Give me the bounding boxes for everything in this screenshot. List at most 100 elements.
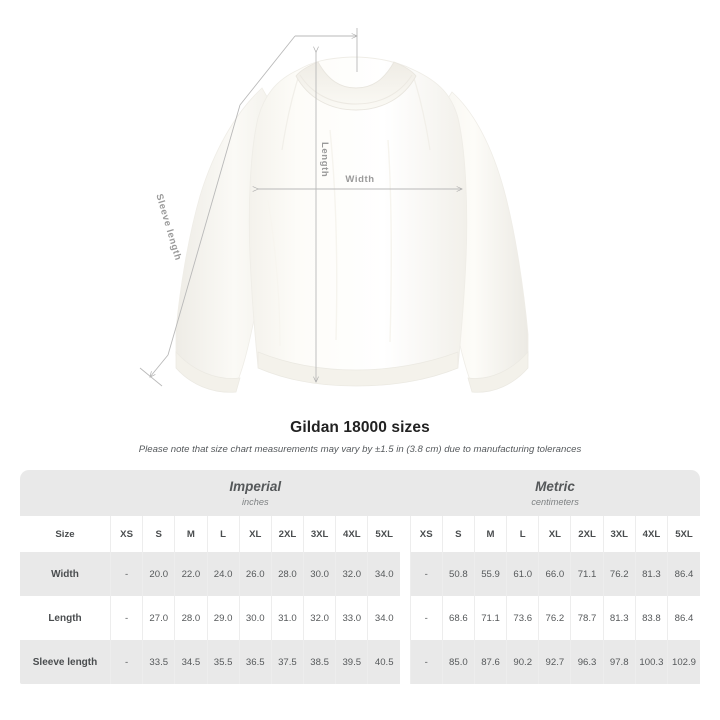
size-header-imperial-s: S xyxy=(142,516,175,552)
cell-sleeve-length-imperial-4xl: 39.5 xyxy=(335,640,368,684)
size-header-imperial-5xl: 5XL xyxy=(367,516,401,552)
unit-banner-spacer xyxy=(20,470,111,516)
cell-sleeve-length-imperial-xl: 36.5 xyxy=(238,640,272,684)
size-header-metric-xs: XS xyxy=(409,516,443,552)
cell-sleeve-length-metric-5xl: 102.9 xyxy=(667,640,700,684)
garment-illustration: Length Width Sleeve length xyxy=(139,28,529,393)
size-header-imperial-4xl: 4XL xyxy=(335,516,368,552)
cell-sleeve-length-metric-s: 85.0 xyxy=(441,640,475,684)
size-header-imperial-3xl: 3XL xyxy=(303,516,336,552)
section-divider xyxy=(400,596,411,640)
cell-length-metric-5xl: 86.4 xyxy=(667,596,700,640)
cell-length-metric-xs: - xyxy=(409,596,443,640)
size-chart-table: Imperial inches Metric centimeters Size XS S M L… xyxy=(20,470,700,684)
cell-width-metric-s: 50.8 xyxy=(441,552,475,596)
section-divider xyxy=(400,640,411,684)
cell-length-imperial-m: 28.0 xyxy=(174,596,208,640)
sleeve-end-tick xyxy=(139,367,163,387)
unit-sub-imperial: inches xyxy=(242,496,269,507)
cell-sleeve-length-imperial-s: 33.5 xyxy=(142,640,175,684)
size-header-imperial-l: L xyxy=(206,516,240,552)
cell-width-metric-2xl: 71.1 xyxy=(570,552,604,596)
unit-sub-metric: centimeters xyxy=(531,496,579,507)
cell-sleeve-length-metric-4xl: 100.3 xyxy=(634,640,668,684)
cell-sleeve-length-imperial-2xl: 37.5 xyxy=(270,640,304,684)
section-divider xyxy=(400,470,411,516)
cell-width-imperial-l: 24.0 xyxy=(206,552,240,596)
cell-sleeve-length-metric-xl: 92.7 xyxy=(538,640,571,684)
sweatshirt-graphic xyxy=(175,56,529,393)
table-row: Length -27.0 28.0 29.0 30.0 31.0 32.0 33.0 34.0-… xyxy=(20,596,700,640)
title-block: Gildan 18000 sizes Please note that size… xyxy=(0,418,720,456)
sleeve-guide-end xyxy=(150,354,169,377)
cell-width-imperial-xs: - xyxy=(109,552,143,596)
cell-sleeve-length-metric-l: 90.2 xyxy=(506,640,539,684)
unit-name-imperial: Imperial xyxy=(229,478,282,494)
cell-length-imperial-s: 27.0 xyxy=(142,596,175,640)
size-header-imperial-2xl: 2XL xyxy=(270,516,304,552)
size-header-label: Size xyxy=(20,516,111,552)
cell-length-imperial-5xl: 34.0 xyxy=(367,596,401,640)
size-header-imperial-xl: XL xyxy=(238,516,272,552)
cell-sleeve-length-imperial-xs: - xyxy=(109,640,143,684)
row-label-sleeve-length: Sleeve length xyxy=(20,640,111,684)
cell-width-metric-m: 55.9 xyxy=(473,552,507,596)
cell-length-metric-xl: 76.2 xyxy=(538,596,571,640)
cell-width-metric-4xl: 81.3 xyxy=(634,552,668,596)
size-header-metric-4xl: 4XL xyxy=(634,516,668,552)
size-header-metric-2xl: 2XL xyxy=(570,516,604,552)
cell-width-imperial-2xl: 28.0 xyxy=(270,552,304,596)
cell-width-imperial-xl: 26.0 xyxy=(238,552,272,596)
cell-width-imperial-s: 20.0 xyxy=(142,552,175,596)
cell-length-metric-l: 73.6 xyxy=(506,596,539,640)
cell-length-metric-s: 68.6 xyxy=(441,596,475,640)
cell-sleeve-length-metric-xs: - xyxy=(409,640,443,684)
garment-diagram-panel: Length Width Sleeve length xyxy=(139,28,529,393)
cell-sleeve-length-metric-2xl: 96.3 xyxy=(570,640,604,684)
cell-length-imperial-2xl: 31.0 xyxy=(270,596,304,640)
cell-length-imperial-l: 29.0 xyxy=(206,596,240,640)
size-header-metric-m: M xyxy=(473,516,507,552)
cell-sleeve-length-metric-m: 87.6 xyxy=(473,640,507,684)
cell-sleeve-length-imperial-m: 34.5 xyxy=(174,640,208,684)
size-header-metric-s: S xyxy=(441,516,475,552)
cell-width-imperial-m: 22.0 xyxy=(174,552,208,596)
sleeve-length-label: Sleeve length xyxy=(153,193,183,262)
unit-name-metric: Metric xyxy=(535,478,575,494)
size-header-metric-3xl: 3XL xyxy=(602,516,636,552)
cell-length-metric-3xl: 81.3 xyxy=(602,596,636,640)
cell-length-imperial-4xl: 33.0 xyxy=(335,596,368,640)
cell-length-metric-2xl: 78.7 xyxy=(570,596,604,640)
size-header-metric-xl: XL xyxy=(538,516,571,552)
sleeve-guide-upper xyxy=(239,35,296,106)
cell-sleeve-length-imperial-3xl: 38.5 xyxy=(303,640,336,684)
length-label: Length xyxy=(319,142,330,177)
size-header-metric-5xl: 5XL xyxy=(667,516,700,552)
cell-width-imperial-3xl: 30.0 xyxy=(303,552,336,596)
cell-width-metric-l: 61.0 xyxy=(506,552,539,596)
cell-width-imperial-4xl: 32.0 xyxy=(335,552,368,596)
size-header-row: Size XS S M L XL 2XL 3XL 4XL 5XL XS S M L XL 2XL 3XL 4XL 5… xyxy=(20,516,700,552)
size-chart-table-wrapper: Imperial inches Metric centimeters Size XS S M L… xyxy=(20,470,700,684)
size-header-imperial-xs: XS xyxy=(109,516,143,552)
cell-sleeve-length-imperial-5xl: 40.5 xyxy=(367,640,401,684)
tolerance-note: Please note that size chart measurements… xyxy=(138,444,582,455)
row-label-width: Width xyxy=(20,552,111,596)
sleeve-guide-lower xyxy=(167,104,241,356)
cell-length-metric-m: 71.1 xyxy=(473,596,507,640)
table-row: Sleeve length -33.5 34.5 35.5 36.5 37.5 38.5 39… xyxy=(20,640,700,684)
cell-length-imperial-xl: 30.0 xyxy=(238,596,272,640)
cell-sleeve-length-imperial-l: 35.5 xyxy=(206,640,240,684)
size-header-imperial-m: M xyxy=(174,516,208,552)
cell-length-imperial-3xl: 32.0 xyxy=(303,596,336,640)
size-header-metric-l: L xyxy=(506,516,539,552)
unit-banner-row: Imperial inches Metric centimeters xyxy=(20,470,700,516)
unit-header-imperial: Imperial inches xyxy=(110,470,401,516)
page-title: Gildan 18000 sizes xyxy=(290,419,430,436)
cell-width-metric-3xl: 76.2 xyxy=(602,552,636,596)
cell-length-metric-4xl: 83.8 xyxy=(634,596,668,640)
cell-length-imperial-xs: - xyxy=(109,596,143,640)
cell-width-metric-5xl: 86.4 xyxy=(667,552,700,596)
width-label: Width xyxy=(345,174,374,185)
unit-header-metric: Metric centimeters xyxy=(410,470,700,516)
